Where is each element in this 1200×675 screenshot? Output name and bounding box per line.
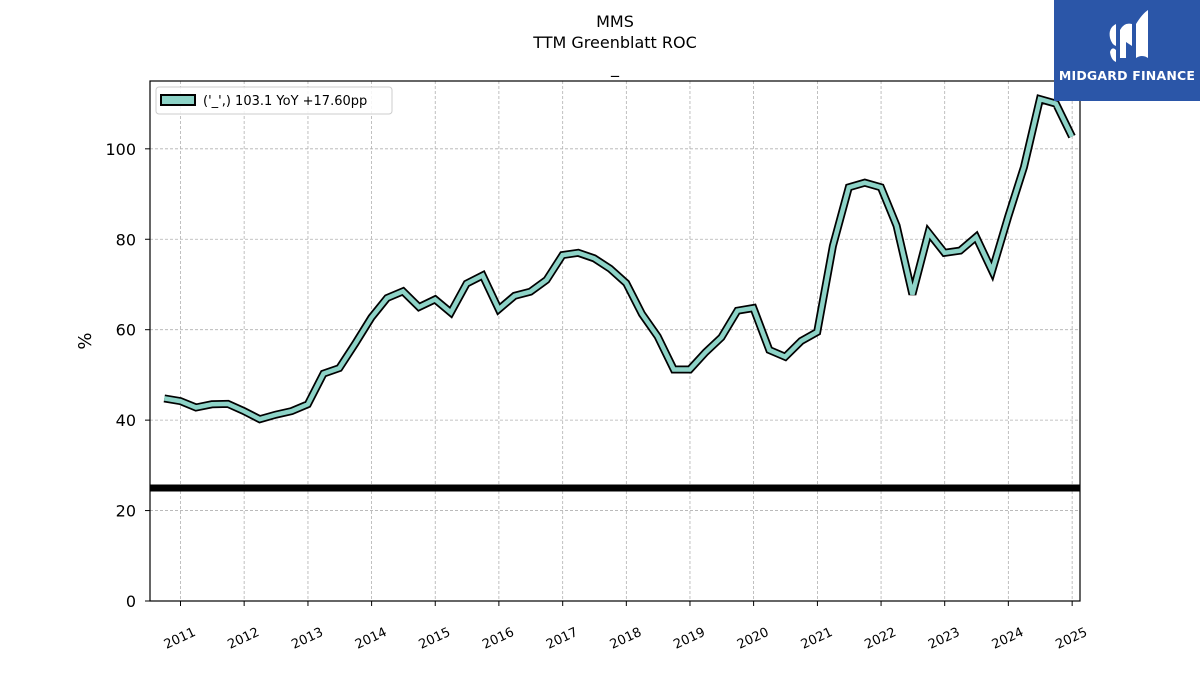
- y-tick-label: 20: [116, 502, 136, 521]
- chart-subtitle: _: [611, 58, 619, 77]
- legend-box: [155, 86, 393, 115]
- chart-title-metric: TTM Greenblatt ROC: [533, 33, 697, 52]
- series-line-outline: [163, 94, 1076, 424]
- series-line: [163, 96, 1075, 422]
- y-tick-label: 80: [116, 230, 136, 249]
- x-tick-label: 2012: [226, 625, 262, 653]
- x-tick-label: 2013: [289, 625, 325, 653]
- x-tick-label: 2014: [353, 625, 389, 653]
- logo-text: MIDGARD FINANCE: [1058, 68, 1196, 83]
- plot-frame: [149, 80, 1081, 602]
- y-tick-label: 100: [105, 140, 136, 159]
- x-tick-label: 2016: [480, 625, 516, 653]
- x-tick-label: 2024: [990, 625, 1026, 653]
- x-tick-label: 2023: [926, 625, 962, 653]
- chart-title-ticker: MMS: [596, 12, 634, 31]
- logo-mark-icon: [1109, 10, 1148, 62]
- y-tick-label: 40: [116, 411, 136, 430]
- x-tick-label: 2015: [417, 625, 453, 653]
- midgard-finance-logo: MIDGARD FINANCE: [1054, 0, 1200, 101]
- x-tick-label: 2019: [671, 625, 707, 653]
- x-tick-label: 2011: [162, 625, 198, 653]
- y-tick-label: 0: [126, 592, 136, 611]
- x-tick-label: 2017: [544, 625, 580, 653]
- x-tick-label: 2021: [799, 625, 835, 653]
- y-tick-label: 60: [116, 321, 136, 340]
- x-tick-label: 2022: [862, 625, 898, 653]
- x-tick-label: 2025: [1054, 625, 1090, 653]
- legend-label: ('_',) 103.1 YoY +17.60pp: [203, 94, 367, 109]
- y-axis-label: %: [75, 332, 96, 349]
- x-tick-label: 2018: [608, 625, 644, 653]
- legend-swatch: [160, 94, 196, 106]
- x-tick-label: 2020: [735, 625, 771, 653]
